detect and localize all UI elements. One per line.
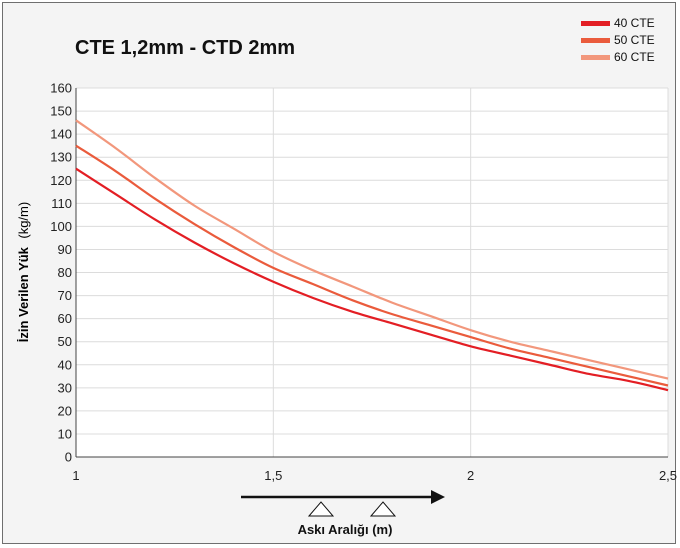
legend-swatch	[581, 55, 610, 60]
chart-title: CTE 1,2mm - CTD 2mm	[75, 37, 295, 59]
y-tick-label: 100	[50, 219, 72, 234]
legend-swatch	[581, 21, 610, 26]
y-tick-label: 20	[58, 403, 72, 418]
y-axis-label: İzin Verilen Yük (kg/m)	[15, 202, 32, 342]
y-tick-labels: 0 10 20 30 40 50 60 70 80 90 100 110 120 130 140 150 160	[50, 81, 72, 465]
y-tick-label: 120	[50, 173, 72, 188]
support-triangle-icon	[369, 501, 397, 517]
grid	[76, 87, 669, 457]
y-tick-label: 140	[50, 127, 72, 142]
y-tick-label: 80	[58, 265, 72, 280]
y-tick-label: 110	[51, 196, 72, 211]
y-tick-label: 70	[58, 288, 72, 303]
series-line	[75, 167, 669, 392]
y-tick-label: 150	[50, 104, 72, 119]
y-tick-label: 0	[65, 450, 72, 465]
series-line	[75, 119, 669, 380]
y-axis-label-unit: (kg/m)	[16, 202, 31, 239]
y-tick-label: 90	[58, 242, 72, 257]
arrow-head-icon	[431, 490, 445, 504]
y-tick-label: 30	[58, 380, 72, 395]
x-tick-label: 2,5	[659, 468, 677, 483]
line-chart: 0102030405060708090100110120130140150160…	[15, 16, 677, 537]
legend-swatch	[581, 38, 610, 43]
legend-label: 40 CTE	[614, 16, 655, 30]
legend-label: 60 CTE	[614, 50, 655, 64]
y-tick-label: 60	[58, 311, 72, 326]
y-axis-label-main: İzin Verilen Yük	[16, 246, 31, 342]
y-tick-label: 10	[58, 426, 72, 441]
support-triangle-icon	[307, 501, 335, 517]
series-line	[75, 144, 669, 387]
y-tick-label: 160	[50, 81, 72, 96]
y-tick-label: 40	[58, 357, 72, 372]
legend: 40 CTE 50 CTE 60 CTE	[581, 16, 655, 64]
y-tick-label: 50	[58, 334, 72, 349]
x-tick-label: 1	[72, 468, 79, 483]
x-tick-label: 1,5	[264, 468, 282, 483]
series-lines	[75, 119, 669, 392]
x-axis-label: Askı Aralığı (m)	[298, 522, 393, 537]
x-tick-labels: 1 1,5 2 2,5	[72, 468, 677, 483]
legend-label: 50 CTE	[614, 33, 655, 47]
x-tick-label: 2	[467, 468, 474, 483]
x-axis-arrow	[241, 490, 445, 504]
y-tick-label: 130	[50, 150, 72, 165]
